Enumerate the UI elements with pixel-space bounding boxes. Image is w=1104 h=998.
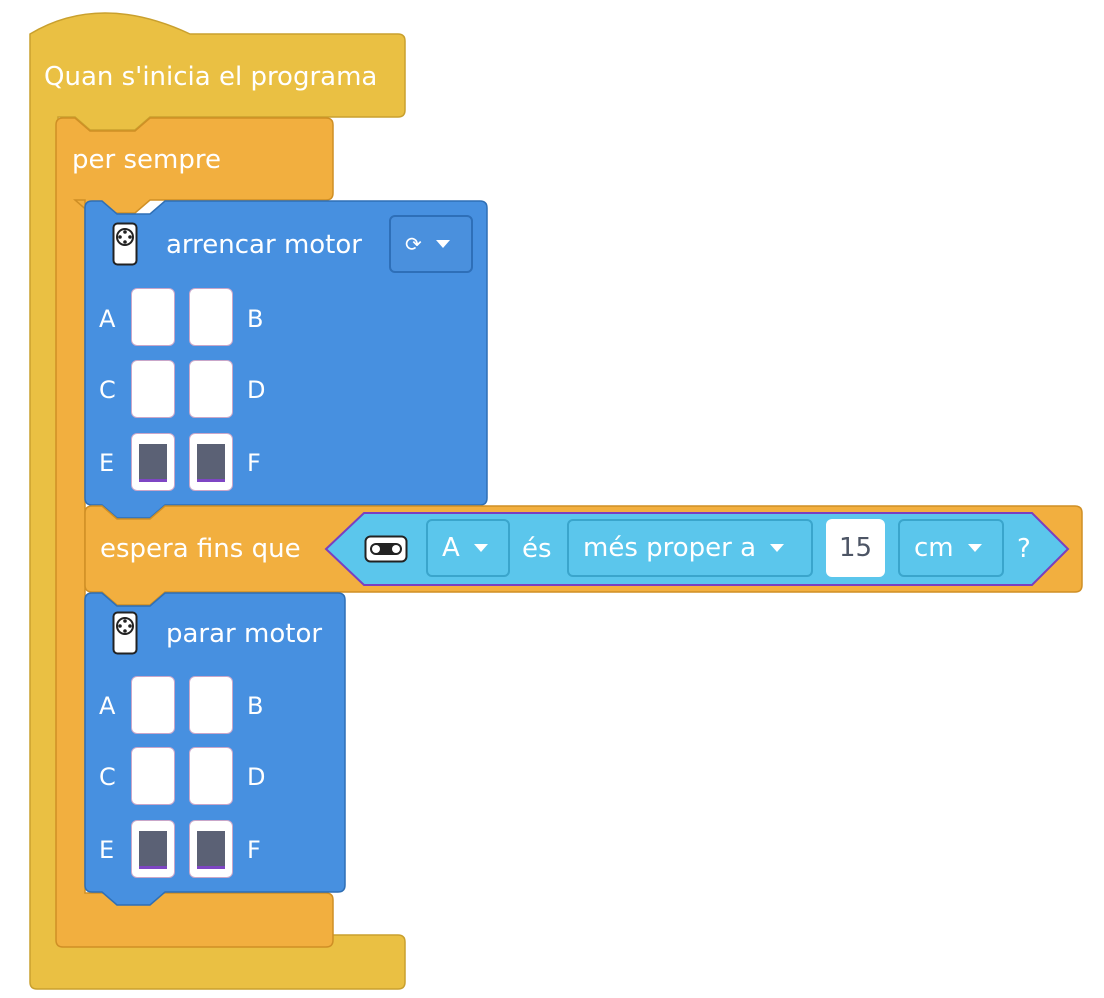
sensor-port-dropdown[interactable]: A <box>426 519 510 577</box>
chevron-down-icon <box>473 544 488 552</box>
port-c-toggle[interactable] <box>131 360 175 418</box>
port-label-d: D <box>247 376 266 404</box>
chevron-down-icon <box>435 240 450 248</box>
start-motor-block-shape[interactable] <box>84 200 488 519</box>
start-motor-label: arrencar motor <box>166 230 362 260</box>
motor-icon <box>112 222 138 270</box>
distance-input[interactable]: 15 <box>826 519 885 577</box>
stop-motor-label: parar motor <box>166 619 323 649</box>
forever-block-shape[interactable] <box>55 117 334 948</box>
port-label-d: D <box>247 763 266 791</box>
port-label-e: E <box>99 449 115 477</box>
is-label: és <box>522 534 552 564</box>
unit-dropdown[interactable]: cm <box>898 519 1004 577</box>
hat-block-shape[interactable] <box>29 12 406 990</box>
hat-block-label: Quan s'inicia el programa <box>44 62 378 92</box>
chevron-down-icon <box>967 544 982 552</box>
port-b-toggle[interactable] <box>189 676 233 734</box>
direction-dropdown[interactable]: ⟳ <box>389 215 473 273</box>
sensor-port-value: A <box>442 533 460 563</box>
question-mark-label: ? <box>1017 534 1031 564</box>
port-b-toggle[interactable] <box>189 288 233 346</box>
rotate-clockwise-icon: ⟳ <box>405 232 422 256</box>
port-a-toggle[interactable] <box>131 676 175 734</box>
port-label-f: F <box>247 449 261 477</box>
port-f-toggle[interactable] <box>189 433 233 491</box>
port-d-toggle[interactable] <box>189 747 233 805</box>
port-label-e: E <box>99 836 115 864</box>
port-label-b: B <box>247 692 264 720</box>
port-label-a: A <box>99 692 116 720</box>
port-d-toggle[interactable] <box>189 360 233 418</box>
distance-sensor-icon <box>364 535 408 567</box>
port-a-toggle[interactable] <box>131 288 175 346</box>
port-e-toggle[interactable] <box>131 820 175 878</box>
port-f-toggle[interactable] <box>189 820 233 878</box>
motor-icon <box>112 611 138 659</box>
port-label-a: A <box>99 305 116 333</box>
port-e-toggle[interactable] <box>131 433 175 491</box>
port-label-b: B <box>247 305 264 333</box>
port-label-f: F <box>247 836 261 864</box>
chevron-down-icon <box>770 544 785 552</box>
comparison-dropdown[interactable]: més proper a <box>567 519 813 577</box>
unit-value: cm <box>914 533 954 563</box>
wait-block-label: espera fins que <box>100 534 301 564</box>
port-c-toggle[interactable] <box>131 747 175 805</box>
port-label-c: C <box>99 376 116 404</box>
forever-block-label: per sempre <box>72 145 221 175</box>
port-label-c: C <box>99 763 116 791</box>
comparison-value: més proper a <box>583 533 757 563</box>
